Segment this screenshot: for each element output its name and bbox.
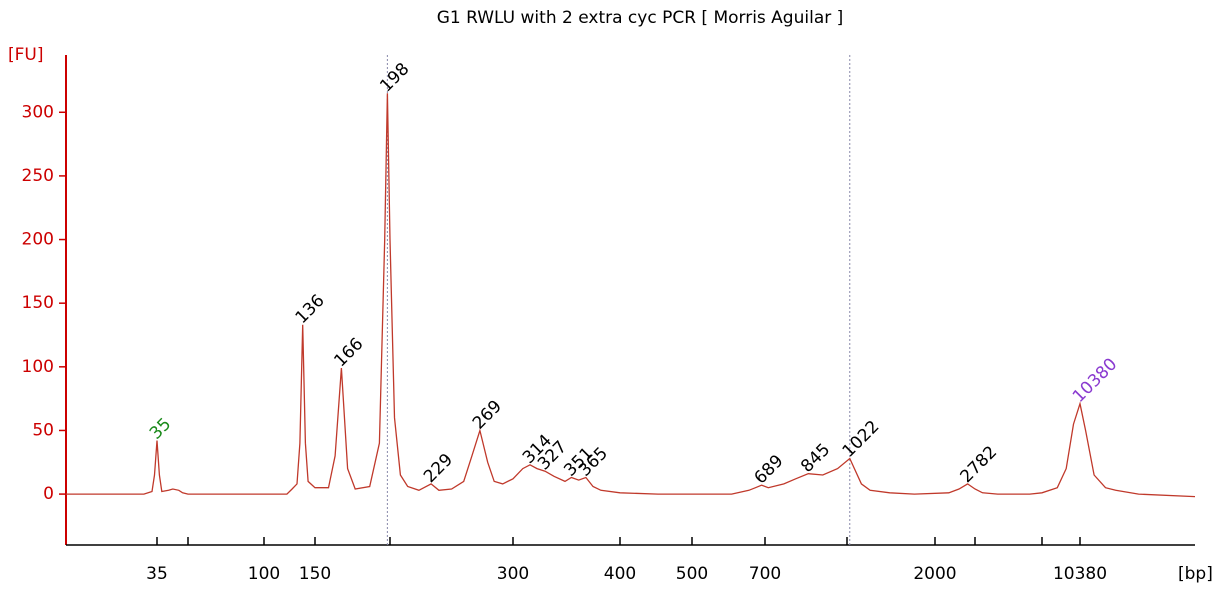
peak-label: 136 xyxy=(292,291,329,328)
peak-label: 198 xyxy=(376,59,413,96)
x-tick-label: 2000 xyxy=(913,564,956,584)
x-tick-label: 300 xyxy=(497,564,529,584)
trace-line xyxy=(66,93,1196,498)
peak-label: 845 xyxy=(797,440,834,477)
x-tick-label: 100 xyxy=(248,564,280,584)
x-axis-label: [bp] xyxy=(1178,564,1213,584)
peak-label: 689 xyxy=(750,451,787,488)
peak-label: 269 xyxy=(469,396,506,433)
peak-label: 2782 xyxy=(956,442,1001,487)
x-tick-label: 500 xyxy=(676,564,708,584)
peak-label: 166 xyxy=(330,334,367,371)
y-tick-label: 150 xyxy=(22,293,54,313)
peak-label: 1022 xyxy=(839,417,884,462)
y-tick-label: 200 xyxy=(22,230,54,250)
y-tick-label: 250 xyxy=(22,166,54,186)
x-tick-label: 35 xyxy=(146,564,168,584)
y-tick-label: 50 xyxy=(32,420,54,440)
y-tick-label: 0 xyxy=(43,484,54,504)
peak-label: 10380 xyxy=(1069,354,1121,406)
y-axis-label: [FU] xyxy=(8,45,44,65)
chart-title: G1 RWLU with 2 extra cyc PCR [ Morris Ag… xyxy=(437,8,844,28)
x-tick-label: 700 xyxy=(749,564,781,584)
x-tick-label: 400 xyxy=(604,564,636,584)
y-tick-label: 300 xyxy=(22,102,54,122)
y-tick-label: 100 xyxy=(22,357,54,377)
peak-label: 35 xyxy=(146,414,175,443)
x-tick-label: 10380 xyxy=(1053,564,1107,584)
x-tick-label: 150 xyxy=(299,564,331,584)
peak-label: 229 xyxy=(420,450,457,487)
